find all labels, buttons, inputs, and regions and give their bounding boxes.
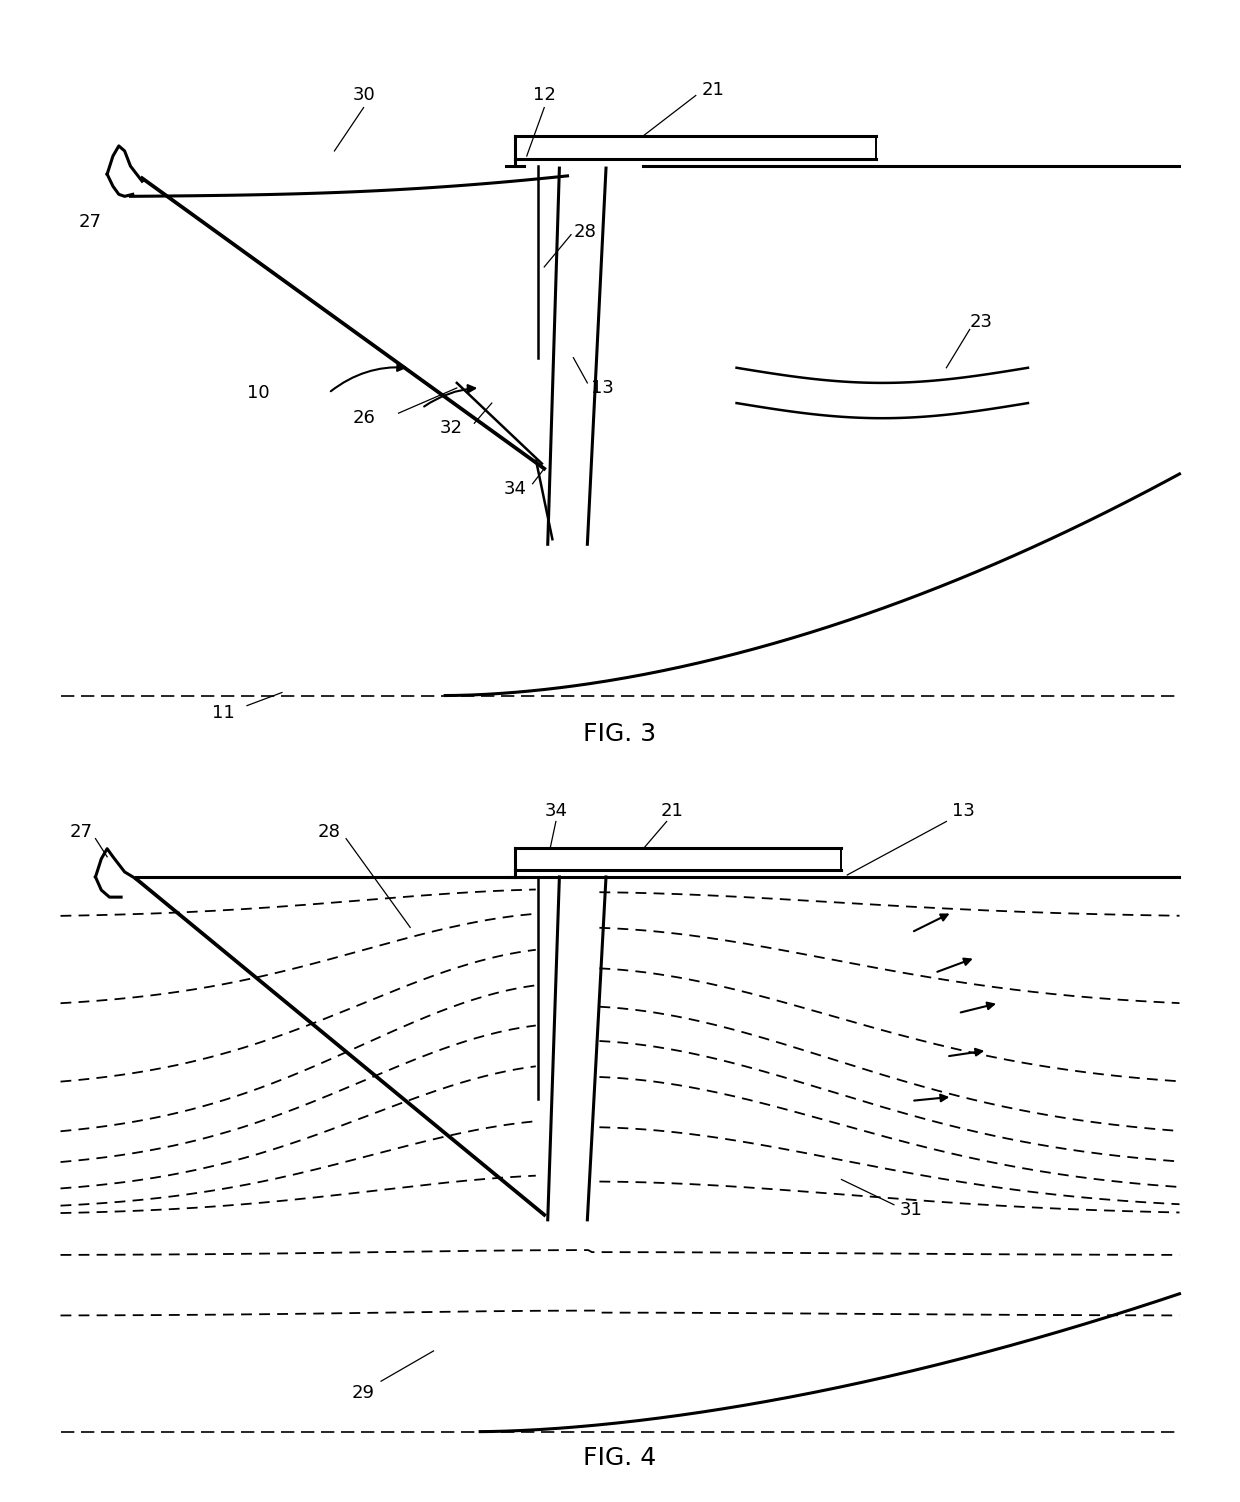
Text: 21: 21 [661,802,684,820]
Text: 32: 32 [439,419,463,437]
Text: 30: 30 [352,87,374,105]
Text: 29: 29 [352,1385,374,1403]
Text: 27: 27 [78,213,102,230]
Text: 13: 13 [952,802,976,820]
Text: 28: 28 [317,823,340,841]
Text: 28: 28 [574,222,596,240]
Text: 26: 26 [352,409,374,427]
Text: 13: 13 [591,379,614,397]
Text: 12: 12 [533,87,556,105]
Text: 27: 27 [69,823,93,841]
Text: 10: 10 [247,385,270,403]
Text: 34: 34 [503,479,527,497]
Text: 34: 34 [544,802,568,820]
Text: 11: 11 [212,703,236,721]
Text: FIG. 3: FIG. 3 [584,722,656,746]
Text: 31: 31 [900,1200,923,1218]
Text: 23: 23 [970,314,993,332]
Text: FIG. 4: FIG. 4 [583,1446,657,1470]
Text: 21: 21 [702,81,724,99]
